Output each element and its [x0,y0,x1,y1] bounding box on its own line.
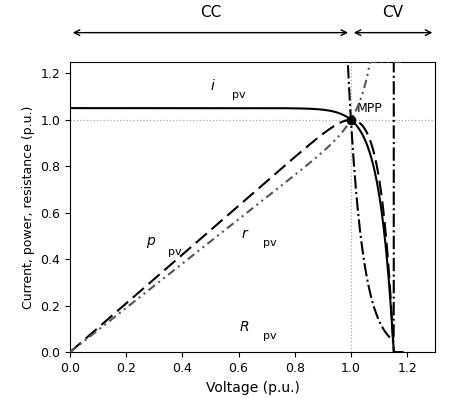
Text: MPP: MPP [357,102,382,115]
Text: $p$: $p$ [146,235,156,250]
Text: $\rm pv$: $\rm pv$ [167,247,182,259]
Y-axis label: Current, power, resistance (p.u.): Current, power, resistance (p.u.) [22,105,35,308]
Text: $i$: $i$ [211,78,216,93]
Text: $r$: $r$ [241,227,250,241]
Text: CC: CC [200,4,221,20]
Text: $\rm pv$: $\rm pv$ [231,90,247,101]
Text: $\rm pv$: $\rm pv$ [262,238,278,250]
Text: $\rm pv$: $\rm pv$ [262,331,278,343]
Text: $R$: $R$ [239,320,249,334]
X-axis label: Voltage (p.u.): Voltage (p.u.) [206,380,299,394]
Text: CV: CV [382,4,404,20]
